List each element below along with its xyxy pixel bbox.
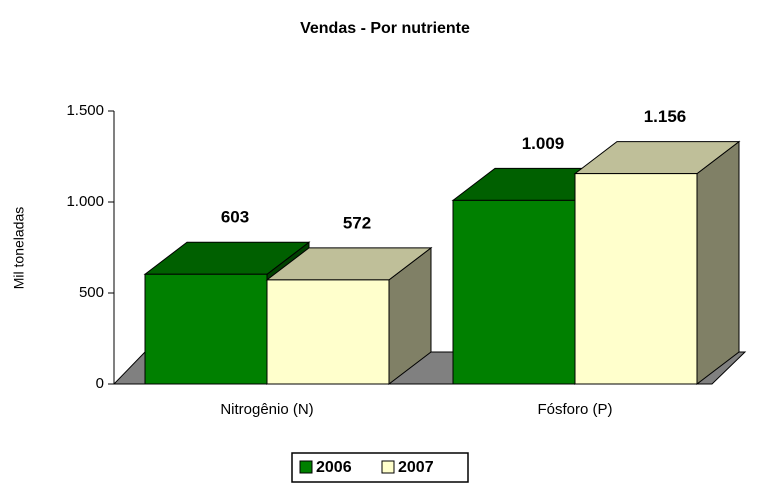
chart-title: Vendas - Por nutriente	[300, 20, 470, 37]
y-tick-label: 500	[79, 284, 104, 301]
bar	[265, 246, 433, 386]
data-label: 1.009	[522, 134, 565, 153]
bar	[573, 140, 741, 386]
x-tick-label: Fósforo (P)	[537, 401, 612, 418]
data-label: 603	[221, 208, 249, 227]
bar-front	[144, 273, 268, 385]
y-axis-label: Mil toneladas	[11, 207, 27, 290]
bar-front	[452, 199, 576, 385]
y-tick-label: 1.000	[66, 193, 104, 210]
legend	[291, 452, 469, 483]
legend-label: 2006	[316, 459, 352, 476]
legend-swatch	[381, 460, 395, 474]
legend-swatch	[299, 460, 313, 474]
data-label: 1.156	[644, 107, 687, 126]
bar-front	[574, 173, 698, 385]
bar-front	[266, 279, 390, 385]
x-tick-label: Nitrogênio (N)	[220, 401, 313, 418]
legend-label: 2007	[398, 459, 434, 476]
bar-side	[696, 140, 740, 386]
data-label: 572	[343, 213, 371, 232]
y-tick-label: 0	[96, 375, 104, 392]
y-tick-label: 1.500	[66, 102, 104, 119]
